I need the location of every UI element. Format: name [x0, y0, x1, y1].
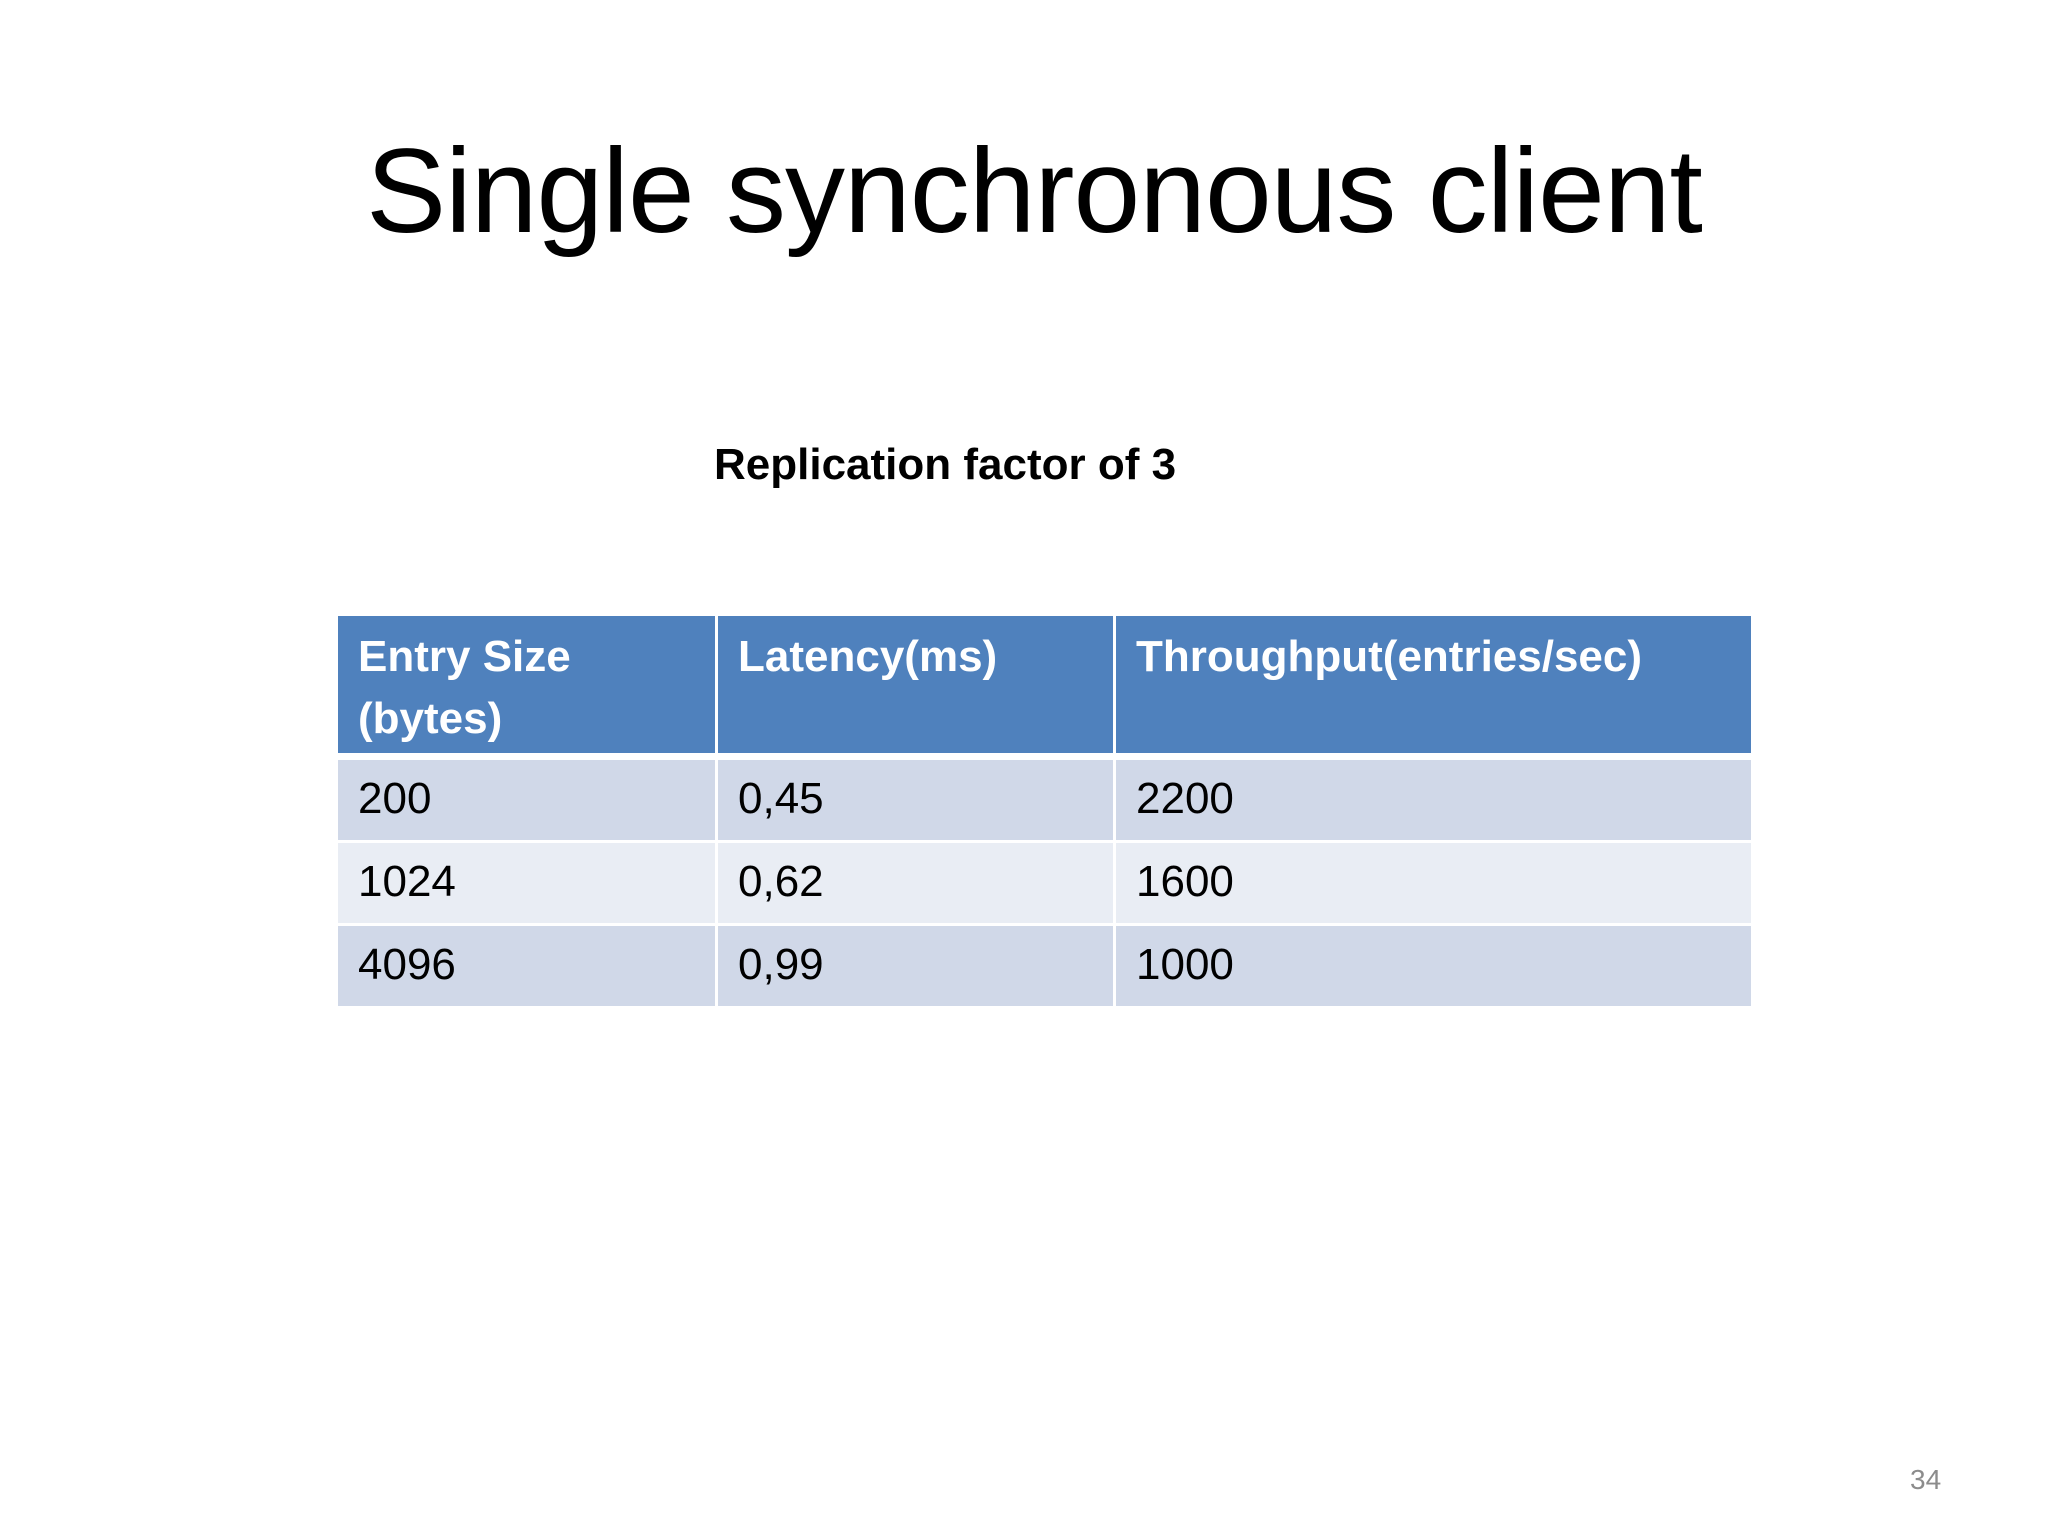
table-row: 1024 0,62 1600: [335, 840, 1754, 926]
cell-latency: 0,62: [715, 840, 1116, 926]
header-entry-size: Entry Size (bytes): [335, 613, 718, 760]
cell-entry-size: 4096: [335, 923, 718, 1009]
header-throughput: Throughput(entries/sec): [1113, 613, 1754, 760]
header-row: Entry Size (bytes) Latency(ms) Throughpu…: [335, 613, 1754, 760]
table-caption: Replication factor of 3: [714, 440, 1177, 489]
table-row: 200 0,45 2200: [335, 755, 1754, 843]
page-number: 34: [1910, 1464, 1942, 1495]
cell-latency: 0,45: [715, 755, 1116, 843]
cell-throughput: 2200: [1113, 755, 1754, 843]
cell-entry-size: 200: [335, 755, 718, 843]
cell-entry-size: 1024: [335, 840, 718, 926]
slide-title: Single synchronous client: [366, 124, 1703, 258]
cell-throughput: 1600: [1113, 840, 1754, 926]
cell-latency: 0,99: [715, 923, 1116, 1009]
table-row: 4096 0,99 1000: [335, 923, 1754, 1009]
results-table: Entry Size (bytes) Latency(ms) Throughpu…: [335, 613, 1754, 1009]
header-latency: Latency(ms): [715, 613, 1116, 760]
cell-throughput: 1000: [1113, 923, 1754, 1009]
